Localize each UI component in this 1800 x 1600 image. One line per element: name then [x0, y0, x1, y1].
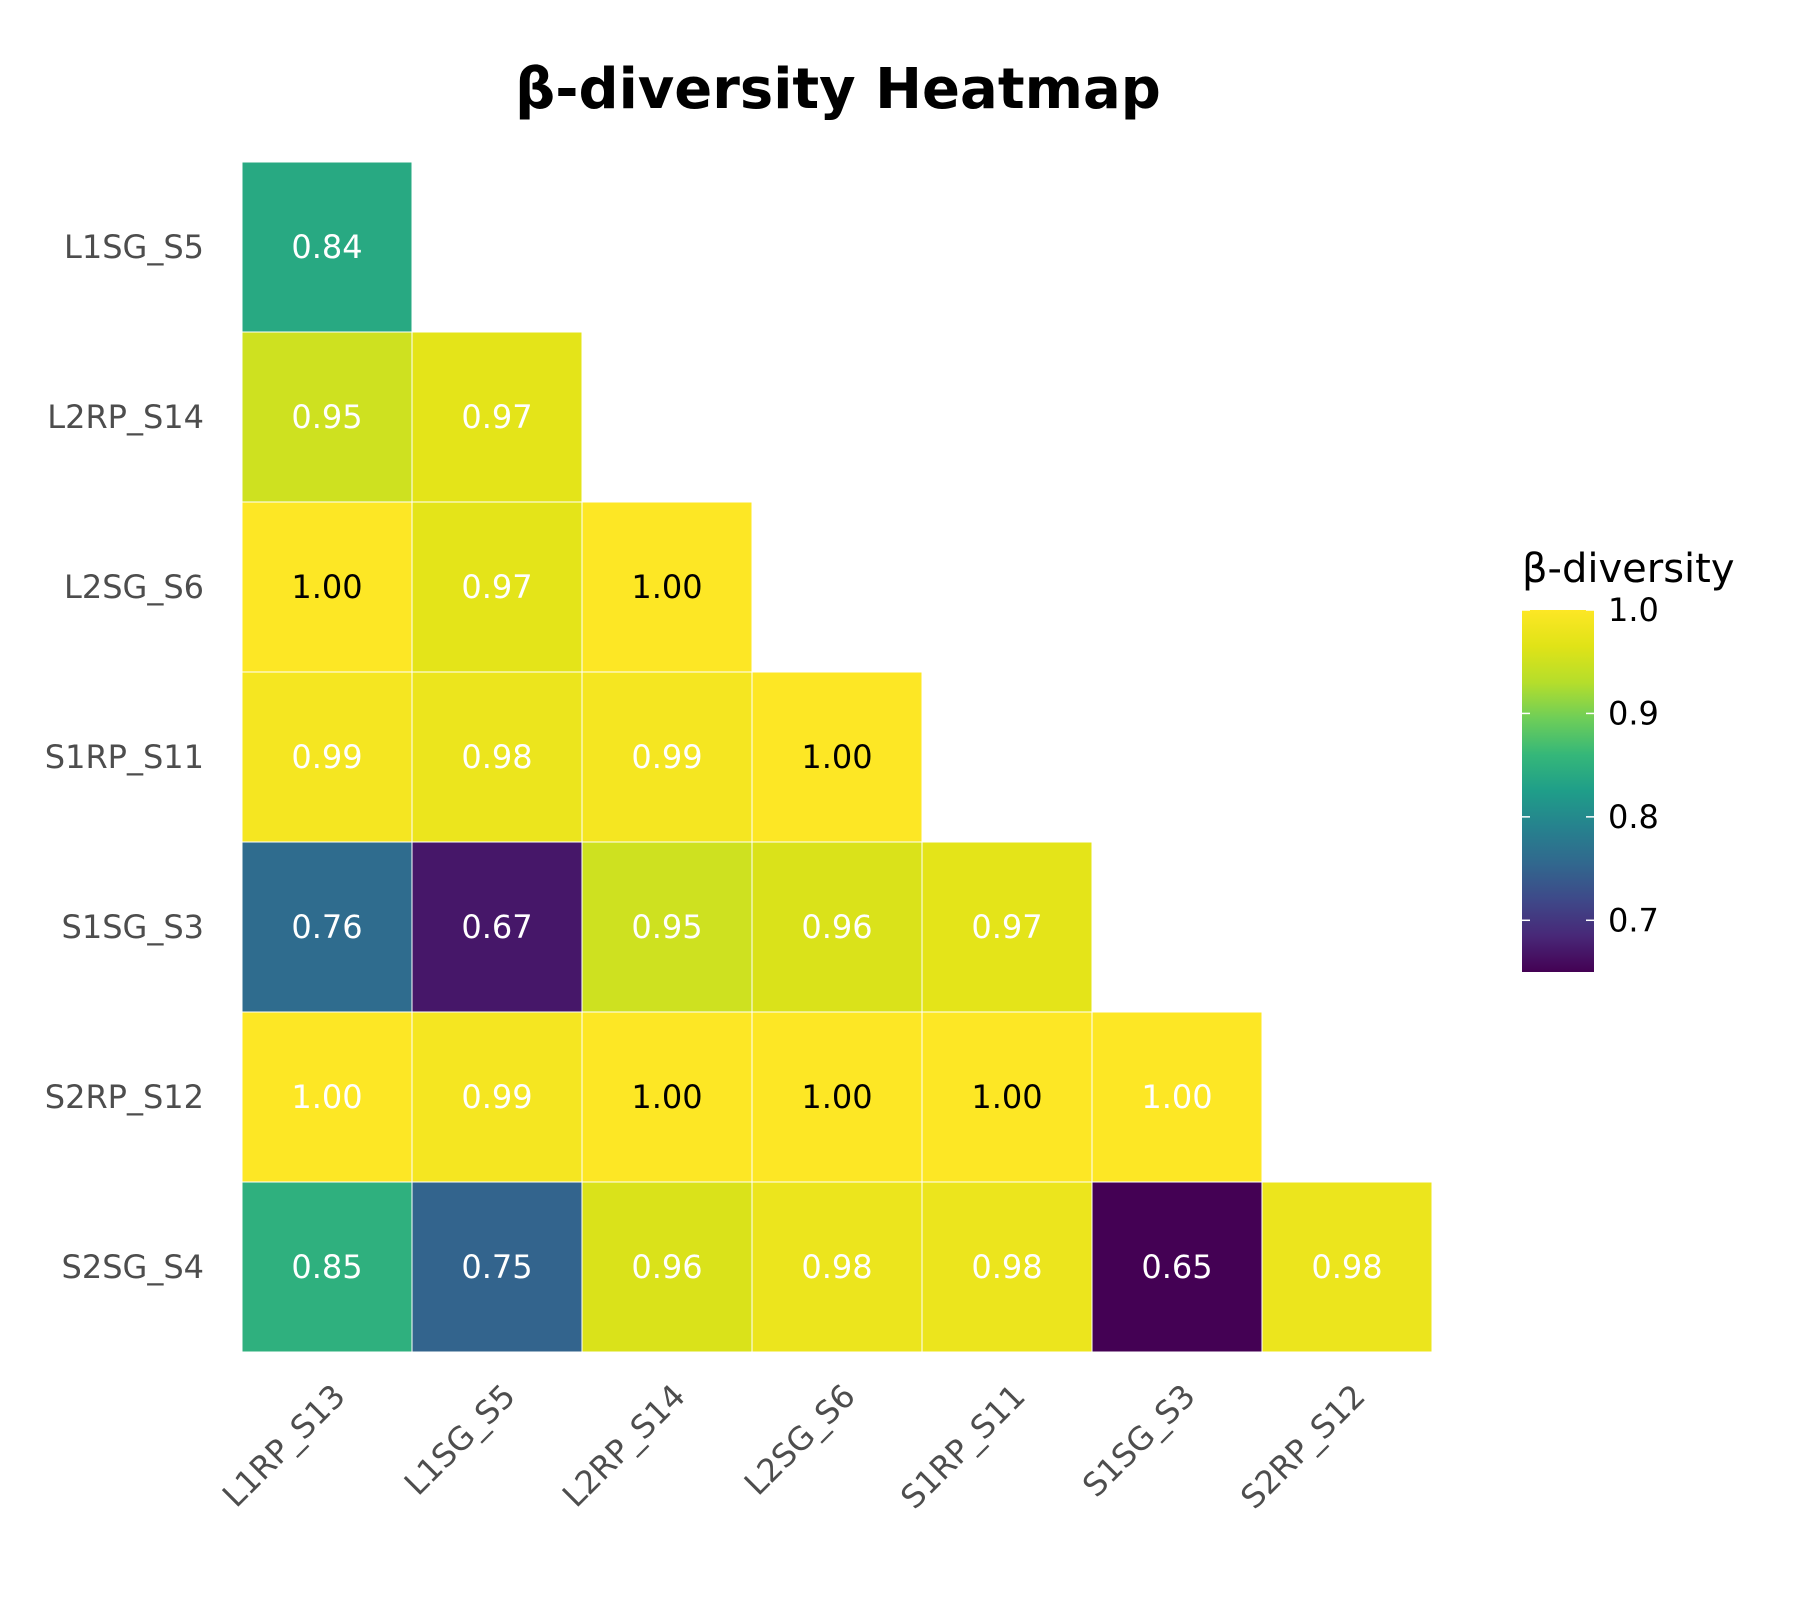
heatmap-cell-L2SG_S6-L1SG_S5	[411, 501, 583, 673]
cell-value-label: 0.99	[631, 738, 702, 776]
colorbar-legend: β-diversity 1.0 0.9 0.8 0.7	[1522, 546, 1735, 972]
cell-value-label: 0.98	[461, 738, 532, 776]
colorbar-title: β-diversity	[1522, 546, 1735, 592]
heatmap-cell-S2RP_S12-S1RP_S11	[921, 1011, 1093, 1183]
y-tick-label: L2RP_S14	[47, 398, 204, 436]
cell-value-label: 0.84	[291, 228, 362, 266]
heatmap-cell-S2RP_S12-L1RP_S13	[241, 1011, 413, 1183]
cell-value-label: 0.95	[291, 398, 362, 436]
cell-value-label: 0.99	[461, 1078, 532, 1116]
heatmap-cell-S2RP_S12-S1SG_S3	[1091, 1011, 1263, 1183]
heatmap-cell-S1RP_S11-L1RP_S13	[241, 671, 413, 843]
y-tick-label: S2RP_S12	[45, 1078, 204, 1116]
heatmap-cell-S1SG_S3-L2RP_S14	[581, 841, 753, 1013]
heatmap-cell-L2RP_S14-L1SG_S5	[411, 331, 583, 503]
heatmap-cell-S1SG_S3-L2SG_S6	[751, 841, 923, 1013]
x-tick-label: S2RP_S12	[1233, 1377, 1372, 1516]
colorbar-tick-label: 0.9	[1608, 694, 1659, 732]
y-tick-label: L2SG_S6	[64, 568, 204, 606]
y-tick-label: L1SG_S5	[64, 228, 204, 266]
heatmap-cell-S2SG_S4-L1SG_S5	[411, 1181, 583, 1353]
x-tick-label: S1RP_S11	[893, 1377, 1032, 1516]
heatmap-cell-L2SG_S6-L1RP_S13	[241, 501, 413, 673]
y-tick-label: S1RP_S11	[45, 738, 204, 776]
y-tick-label: S2SG_S4	[62, 1248, 204, 1286]
heatmap-cell-S1SG_S3-L1SG_S5	[411, 841, 583, 1013]
cell-value-label: 0.65	[1141, 1248, 1212, 1286]
colorbar-ticks: 1.0 0.9 0.8 0.7	[1522, 591, 1659, 939]
colorbar-gradient	[1522, 610, 1594, 972]
x-tick-label: L1SG_S5	[397, 1377, 523, 1503]
heatmap-cell-S2SG_S4-L2SG_S6	[751, 1181, 923, 1353]
cell-value-label: 1.00	[801, 738, 872, 776]
heatmap-cell-S2RP_S12-L1SG_S5	[411, 1011, 583, 1183]
cell-value-label: 0.97	[461, 398, 532, 436]
cell-value-label: 0.98	[1311, 1248, 1382, 1286]
colorbar-tick-label: 0.8	[1608, 798, 1659, 836]
cell-value-label: 0.99	[291, 738, 362, 776]
heatmap-cell-L2RP_S14-L1RP_S13	[241, 331, 413, 503]
heatmap-cell-S2SG_S4-S1RP_S11	[921, 1181, 1093, 1353]
cell-value-label: 0.67	[461, 908, 532, 946]
cell-value-label: 0.96	[801, 908, 872, 946]
colorbar-tick-label: 0.7	[1608, 901, 1659, 939]
cell-value-label: 0.95	[631, 908, 702, 946]
cell-value-label: 0.98	[971, 1248, 1042, 1286]
heatmap-cell-S1SG_S3-S1RP_S11	[921, 841, 1093, 1013]
heatmap-cell-S2SG_S4-L1RP_S13	[241, 1181, 413, 1353]
cell-value-label: 0.98	[801, 1248, 872, 1286]
cell-value-label: 1.00	[971, 1078, 1042, 1116]
cell-value-label: 1.00	[291, 1078, 362, 1116]
cell-value-label: 0.85	[291, 1248, 362, 1286]
cell-value-label: 1.00	[801, 1078, 872, 1116]
x-tick-label: S1SG_S3	[1075, 1377, 1203, 1505]
colorbar-tick-label: 1.0	[1608, 591, 1659, 629]
heatmap-cell-L2SG_S6-L2RP_S14	[581, 501, 753, 673]
y-tick-label: S1SG_S3	[62, 908, 204, 946]
cell-value-label: 0.97	[461, 568, 532, 606]
x-axis-tick-labels: L1RP_S13 L1SG_S5 L2RP_S14 L2SG_S6 S1RP_S11 S1…	[215, 1377, 1373, 1516]
x-tick-label: L2RP_S14	[555, 1377, 693, 1515]
cell-value-label: 0.97	[971, 908, 1042, 946]
cell-value-label: 1.00	[1141, 1078, 1212, 1116]
x-tick-label: L1RP_S13	[215, 1377, 353, 1515]
cell-value-label: 1.00	[631, 568, 702, 606]
cell-value-label: 0.96	[631, 1248, 702, 1286]
chart-title: β-diversity Heatmap	[515, 57, 1161, 122]
heatmap-cell-L1SG_S5-L1RP_S13	[241, 161, 413, 333]
heatmap-cell-S2RP_S12-L2RP_S14	[581, 1011, 753, 1183]
heatmap-cell-S2SG_S4-S1SG_S3	[1091, 1181, 1263, 1353]
heatmap-cell-S1RP_S11-L2SG_S6	[751, 671, 923, 843]
cell-value-label: 0.76	[291, 908, 362, 946]
cell-value-label: 0.75	[461, 1248, 532, 1286]
heatmap-cell-S2SG_S4-S2RP_S12	[1261, 1181, 1433, 1353]
heatmap-cell-S1RP_S11-L1SG_S5	[411, 671, 583, 843]
heatmap-cell-S2RP_S12-L2SG_S6	[751, 1011, 923, 1183]
x-tick-label: L2SG_S6	[737, 1377, 863, 1503]
cell-value-label: 1.00	[631, 1078, 702, 1116]
heatmap-cells: 0.84 0.95 0.97 1.00 0.97 1.00 0.99 0.98 0.99 1.00…	[241, 161, 1433, 1353]
y-axis-tick-labels: L1SG_S5 L2RP_S14 L2SG_S6 S1RP_S11 S1SG_S3 S2R…	[45, 228, 204, 1286]
cell-value-label: 1.00	[291, 568, 362, 606]
